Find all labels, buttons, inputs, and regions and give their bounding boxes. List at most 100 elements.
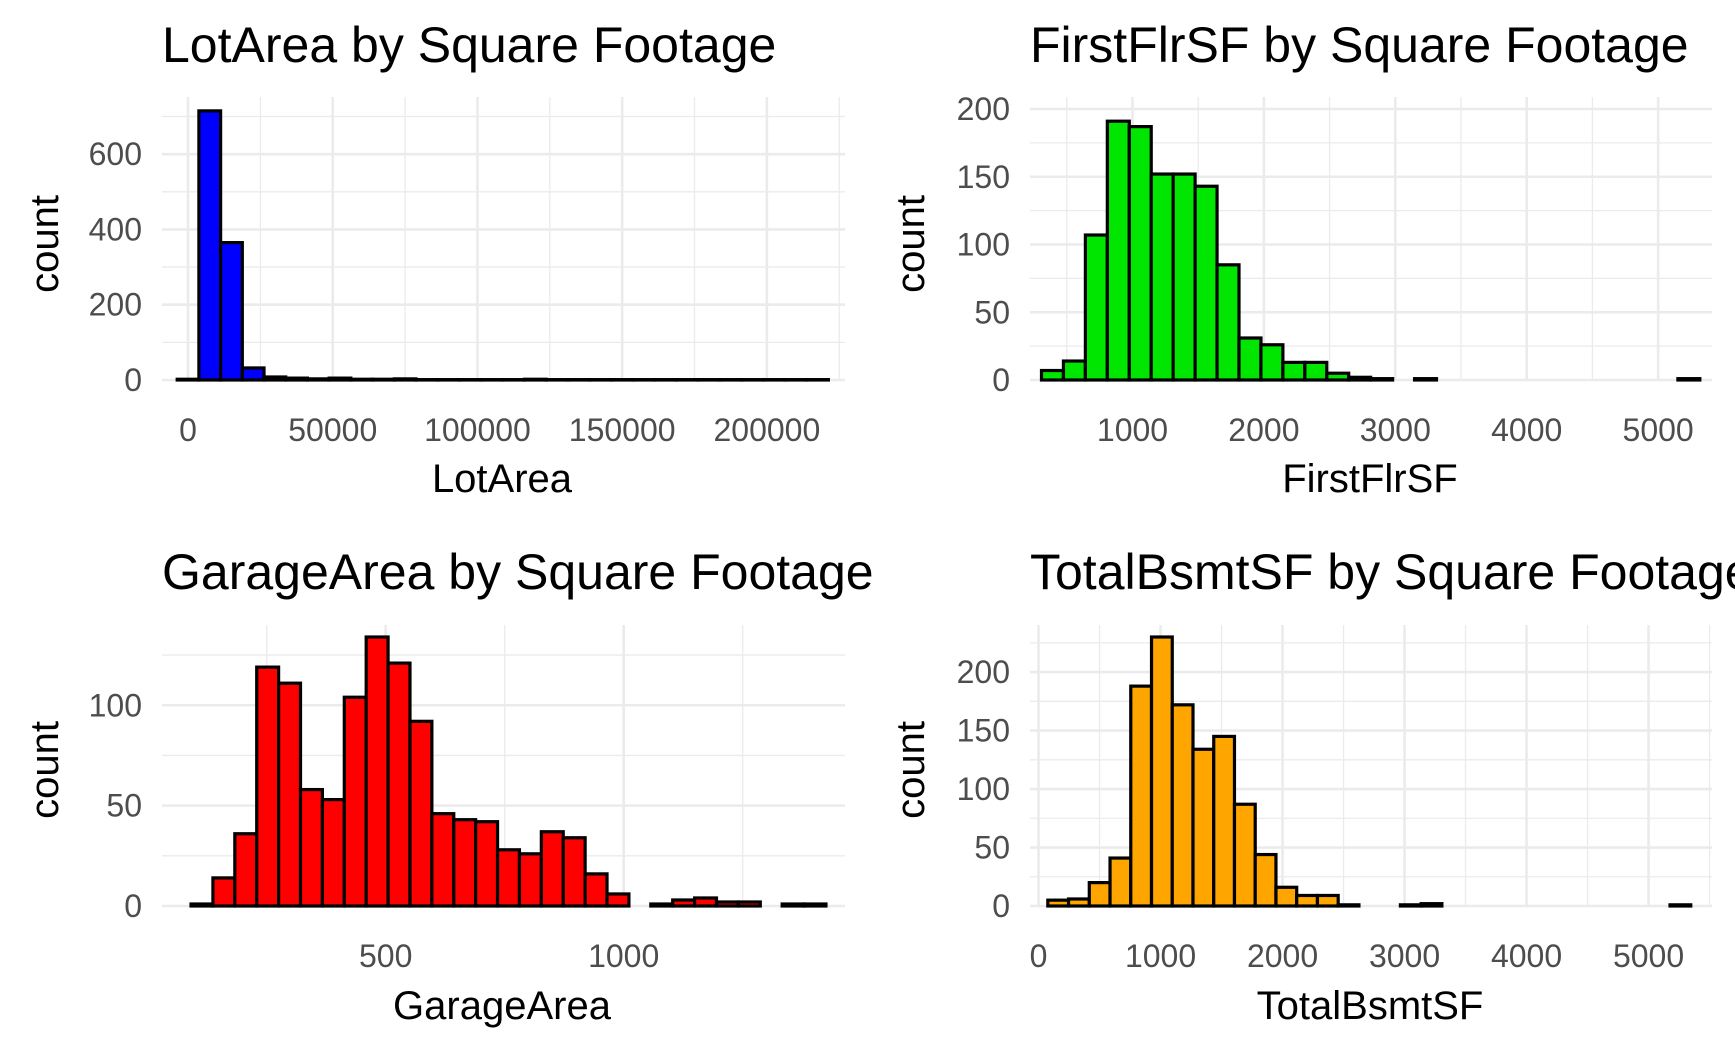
panel-firstflrsf-bar bbox=[1369, 377, 1395, 382]
panel-lotarea-bar bbox=[175, 377, 201, 382]
panel-totalbsmtsf-x-tick-label: 4000 bbox=[1491, 938, 1562, 974]
panel-totalbsmtsf-x-tick-label: 2000 bbox=[1247, 938, 1318, 974]
panel-totalbsmtsf-y-ticks: 0 50 100 150 200 bbox=[957, 654, 1010, 924]
panel-lotarea-bar bbox=[284, 376, 310, 382]
panel-totalbsmtsf-y-tick-label: 200 bbox=[957, 654, 1010, 690]
panel-garagearea-bar bbox=[802, 902, 828, 908]
panel-garagearea-bar bbox=[320, 798, 346, 908]
panel-firstflrsf-bar bbox=[1171, 172, 1197, 382]
panel-firstflrsf-y-tick-label: 200 bbox=[957, 91, 1010, 127]
panel-garagearea-bar bbox=[561, 836, 587, 908]
panel-garagearea-bar bbox=[495, 848, 522, 908]
panel-firstflrsf-y-tick-label: 100 bbox=[957, 227, 1010, 263]
panel-firstflrsf-bar bbox=[1347, 375, 1373, 382]
panel-firstflrsf-title: FirstFlrSF by Square Footage bbox=[1030, 17, 1689, 73]
panel-firstflrsf-bar bbox=[1303, 360, 1329, 382]
panel-lotarea-title: LotArea by Square Footage bbox=[162, 17, 776, 73]
panel-garagearea-bar bbox=[692, 896, 719, 908]
panel-firstflrsf-x-ticks: 1000 2000 3000 4000 5000 bbox=[1097, 412, 1694, 448]
panel-garagearea-bar bbox=[189, 902, 215, 908]
panel-firstflrsf-bar bbox=[1237, 336, 1263, 382]
panel-garagearea-bar bbox=[452, 818, 478, 908]
panel-firstflrsf-y-ticks: 0 50 100 150 200 bbox=[957, 91, 1010, 398]
panel-garagearea-bar bbox=[474, 820, 500, 908]
panel-lotarea: 0 200 400 600 0 50000 100000 150000 200000 LotA… bbox=[23, 17, 845, 501]
panel-lotarea-bar bbox=[240, 366, 266, 382]
panel-garagearea-bar bbox=[671, 898, 697, 908]
panel-firstflrsf-bar bbox=[1193, 184, 1219, 382]
panel-totalbsmtsf-bar bbox=[1191, 747, 1216, 908]
panel-firstflrsf-y-tick-label: 50 bbox=[974, 294, 1010, 330]
panel-lotarea-bars bbox=[175, 109, 830, 382]
panel-totalbsmtsf-bar bbox=[1149, 635, 1174, 908]
panel-garagearea-bar bbox=[364, 635, 390, 908]
panel-totalbsmtsf-y-tick-label: 0 bbox=[992, 888, 1010, 924]
panel-firstflrsf-x-tick-label: 2000 bbox=[1228, 412, 1299, 448]
panel-lotarea-y-axis-label: count bbox=[23, 195, 67, 293]
panel-totalbsmtsf-bar bbox=[1274, 885, 1299, 908]
panel-lotarea-x-tick-label: 0 bbox=[179, 412, 197, 448]
panel-garagearea-bar bbox=[277, 681, 303, 908]
panel-lotarea-y-tick-label: 0 bbox=[124, 362, 142, 398]
panel-totalbsmtsf-y-tick-label: 150 bbox=[957, 713, 1010, 749]
panel-garagearea-bar bbox=[211, 876, 237, 908]
panel-totalbsmtsf-bar bbox=[1212, 734, 1237, 908]
panel-lotarea-x-tick-label: 150000 bbox=[569, 412, 676, 448]
panel-totalbsmtsf-bar bbox=[1066, 897, 1091, 908]
panel-totalbsmtsf: 0 50 100 150 200 0 1000 2000 3000 4000 5000 Total… bbox=[889, 544, 1735, 1028]
panel-firstflrsf-y-tick-label: 0 bbox=[992, 362, 1010, 398]
panel-totalbsmtsf-bar bbox=[1398, 903, 1423, 908]
panel-firstflrsf-bar bbox=[1259, 343, 1285, 382]
panel-firstflrsf-y-tick-label: 150 bbox=[957, 159, 1010, 195]
panel-lotarea-y-tick-label: 200 bbox=[89, 287, 142, 323]
panel-firstflrsf-x-tick-label: 1000 bbox=[1097, 412, 1168, 448]
panel-firstflrsf-bars bbox=[1039, 119, 1702, 382]
panel-lotarea-bar bbox=[219, 241, 244, 382]
panel-firstflrsf-bar bbox=[1039, 368, 1066, 382]
panel-garagearea-x-tick-label: 1000 bbox=[588, 938, 659, 974]
panel-totalbsmtsf-x-ticks: 0 1000 2000 3000 4000 5000 bbox=[1030, 938, 1685, 974]
panel-garagearea-y-ticks: 0 50 100 bbox=[89, 687, 142, 924]
panel-garagearea-y-tick-label: 50 bbox=[106, 788, 142, 824]
panel-garagearea-bar bbox=[298, 787, 324, 908]
panel-firstflrsf-bar bbox=[1412, 377, 1439, 382]
panel-garagearea-y-axis-label: count bbox=[23, 721, 67, 819]
panel-garagearea: 0 50 100 500 1000 GarageArea by Square Foot… bbox=[23, 544, 874, 1028]
panel-garagearea-bar bbox=[736, 900, 762, 908]
panel-firstflrsf-y-axis-label: count bbox=[889, 195, 933, 293]
panel-totalbsmtsf-bar bbox=[1087, 881, 1112, 908]
panel-totalbsmtsf-bar bbox=[1315, 893, 1340, 908]
panel-firstflrsf-bar bbox=[1061, 359, 1087, 382]
panel-totalbsmtsf-bars bbox=[1046, 635, 1693, 908]
panel-totalbsmtsf-x-tick-label: 5000 bbox=[1613, 938, 1684, 974]
panel-lotarea-x-tick-label: 200000 bbox=[713, 412, 820, 448]
panel-garagearea-bar bbox=[539, 830, 565, 908]
panel-lotarea-y-tick-label: 400 bbox=[89, 211, 142, 247]
panel-firstflrsf-x-axis-label: FirstFlrSF bbox=[1282, 457, 1458, 501]
panel-garagearea-bar bbox=[649, 902, 675, 908]
panel-garagearea-bar bbox=[233, 832, 259, 908]
panel-lotarea-x-axis-label: LotArea bbox=[432, 457, 573, 501]
panel-garagearea-x-ticks: 500 1000 bbox=[359, 938, 659, 974]
panel-garagearea-bar bbox=[408, 719, 434, 908]
panel-lotarea-bar bbox=[349, 377, 375, 382]
panel-totalbsmtsf-title: TotalBsmtSF by Square Footage bbox=[1030, 544, 1735, 600]
panel-totalbsmtsf-x-tick-label: 1000 bbox=[1125, 938, 1196, 974]
panel-totalbsmtsf-x-axis-label: TotalBsmtSF bbox=[1257, 984, 1484, 1028]
panel-garagearea-x-axis-label: GarageArea bbox=[393, 984, 612, 1028]
panel-lotarea-bar bbox=[305, 377, 331, 382]
panel-totalbsmtsf-bar bbox=[1336, 903, 1361, 908]
panel-totalbsmtsf-bar bbox=[1668, 903, 1693, 908]
panel-firstflrsf-bar bbox=[1325, 371, 1351, 382]
panel-lotarea-bar bbox=[327, 376, 353, 382]
panel-lotarea-bar bbox=[392, 377, 418, 382]
panel-totalbsmtsf-bar bbox=[1129, 684, 1154, 908]
panel-firstflrsf-bar bbox=[1676, 377, 1702, 382]
panel-firstflrsf-bar bbox=[1127, 125, 1153, 382]
panel-totalbsmtsf-y-tick-label: 100 bbox=[957, 771, 1010, 807]
panel-garagearea-bar bbox=[386, 661, 412, 908]
panel-totalbsmtsf-x-tick-label: 3000 bbox=[1369, 938, 1440, 974]
panel-lotarea-x-tick-label: 50000 bbox=[288, 412, 377, 448]
panel-totalbsmtsf-bar bbox=[1253, 852, 1278, 908]
